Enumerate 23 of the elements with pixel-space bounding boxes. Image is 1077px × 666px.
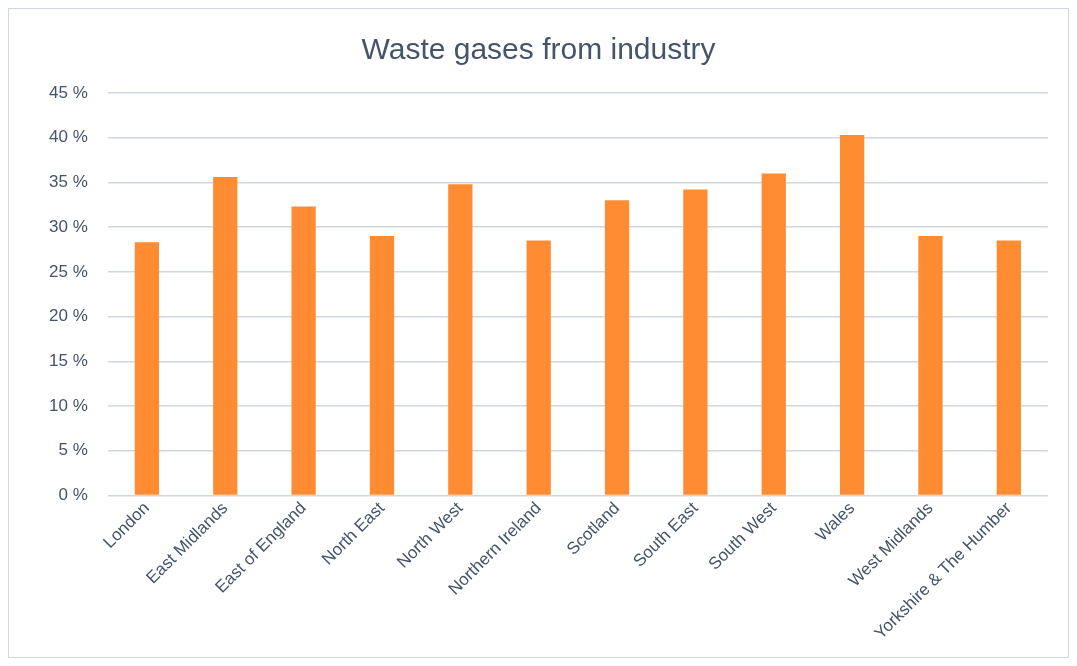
bar — [839, 135, 865, 495]
y-tick-label: 10 % — [49, 395, 88, 415]
y-tick-label: 30 % — [49, 216, 88, 236]
y-tick-label: 20 % — [49, 306, 88, 326]
bar — [369, 236, 395, 495]
bar — [213, 177, 238, 495]
bar — [291, 206, 316, 495]
y-tick-label: 40 % — [49, 127, 88, 147]
y-tick-label: 35 % — [49, 172, 88, 192]
bar — [526, 240, 551, 495]
bar — [448, 184, 473, 495]
y-tick-label: 45 % — [49, 82, 88, 102]
bar — [918, 236, 943, 495]
bar — [996, 240, 1021, 495]
bar — [604, 200, 630, 495]
bar — [761, 173, 786, 495]
y-tick-label: 5 % — [58, 440, 88, 460]
bar — [683, 189, 708, 495]
y-tick-label: 15 % — [49, 350, 88, 370]
chart-title: Waste gases from industry — [361, 32, 716, 66]
y-tick-label: 25 % — [49, 261, 88, 281]
bar — [134, 242, 160, 495]
y-tick-label: 0 % — [58, 485, 88, 505]
